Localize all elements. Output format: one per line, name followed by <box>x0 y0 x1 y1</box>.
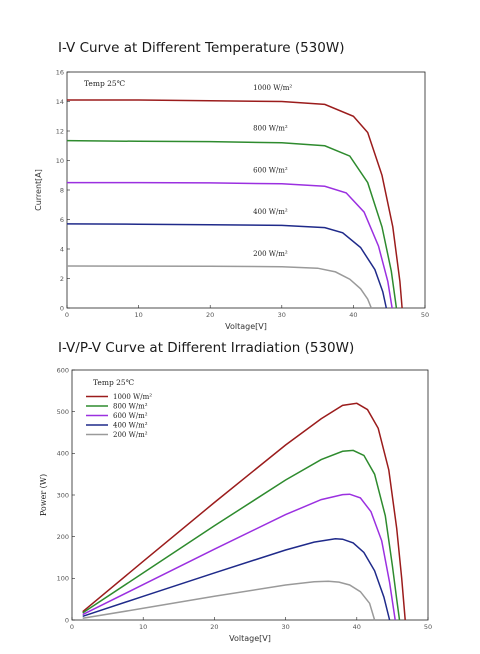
legend-entry: 200 W/m² <box>113 431 148 439</box>
chart2-title: I-V/P-V Curve at Different Irradiation (… <box>58 340 354 356</box>
plot-frame <box>66 71 426 309</box>
y-tick-label: 2 <box>60 275 64 283</box>
series-label: 200 W/m² <box>253 250 288 258</box>
series-line <box>82 538 391 621</box>
y-tick-label: 200 <box>57 533 69 541</box>
series-line <box>82 580 376 621</box>
y-tick-label: 12 <box>56 127 64 135</box>
x-tick-label: 50 <box>424 623 432 631</box>
series-line <box>82 493 396 621</box>
y-tick-label: 4 <box>60 245 64 253</box>
y-tick-label: 0 <box>60 304 64 312</box>
series-line <box>66 139 398 309</box>
x-tick-label: 20 <box>210 623 218 631</box>
y-tick-label: 500 <box>57 408 69 416</box>
x-tick-label: 40 <box>353 623 361 631</box>
x-tick-label: 10 <box>139 623 147 631</box>
x-axis-label: Voltage[V] <box>225 322 267 331</box>
legend-entry: 400 W/m² <box>113 422 148 430</box>
series-label: 800 W/m² <box>253 125 288 133</box>
x-tick-label: 40 <box>349 311 357 319</box>
y-tick-label: 16 <box>56 68 64 76</box>
pv-chart: 0 10 20 30 40 500100200300400500600Voltage[V]… <box>39 366 432 643</box>
y-tick-label: 10 <box>56 157 64 165</box>
y-axis-label: Current[A] <box>34 169 43 211</box>
y-axis-label: Power (W) <box>39 474 48 516</box>
x-tick-label: 0 <box>65 311 69 319</box>
temperature-annotation: Temp 25℃ <box>84 79 125 88</box>
legend-entry: 600 W/m² <box>113 412 148 420</box>
x-tick-label: 30 <box>281 623 289 631</box>
series-line <box>66 223 388 309</box>
x-tick-label: 10 <box>134 311 142 319</box>
series-label: 1000 W/m² <box>253 84 292 92</box>
x-tick-label: 0 <box>70 623 74 631</box>
series-line <box>82 402 406 621</box>
series-label: 400 W/m² <box>253 208 288 216</box>
y-tick-label: 600 <box>57 366 69 374</box>
series-line <box>66 265 372 309</box>
x-tick-label: 50 <box>421 311 429 319</box>
legend-entry: 1000 W/m² <box>113 393 152 401</box>
chart1-title: I-V Curve at Different Temperature (530W… <box>58 40 344 56</box>
x-tick-label: 30 <box>278 311 286 319</box>
x-tick-label: 20 <box>206 311 214 319</box>
iv-chart: 0 10 20 30 40 50 0 2 4 6 8 10 12 14 16 Voltage[V] Curren… <box>34 68 429 331</box>
series-label: 600 W/m² <box>253 167 288 175</box>
y-tick-label: 14 <box>56 98 64 106</box>
legend-entry: 800 W/m² <box>113 403 148 411</box>
temperature-annotation: Temp 25℃ <box>93 378 134 387</box>
y-tick-label: 0 <box>65 616 69 624</box>
y-tick-label: 100 <box>57 575 69 583</box>
series-line <box>67 99 403 309</box>
y-tick-label: 400 <box>57 450 69 458</box>
y-tick-label: 8 <box>60 186 64 194</box>
y-tick-label: 6 <box>60 216 64 224</box>
y-tick-label: 300 <box>57 491 69 499</box>
series-line <box>67 181 393 309</box>
x-axis-label: Voltage[V] <box>229 634 271 643</box>
series-line <box>82 449 401 621</box>
